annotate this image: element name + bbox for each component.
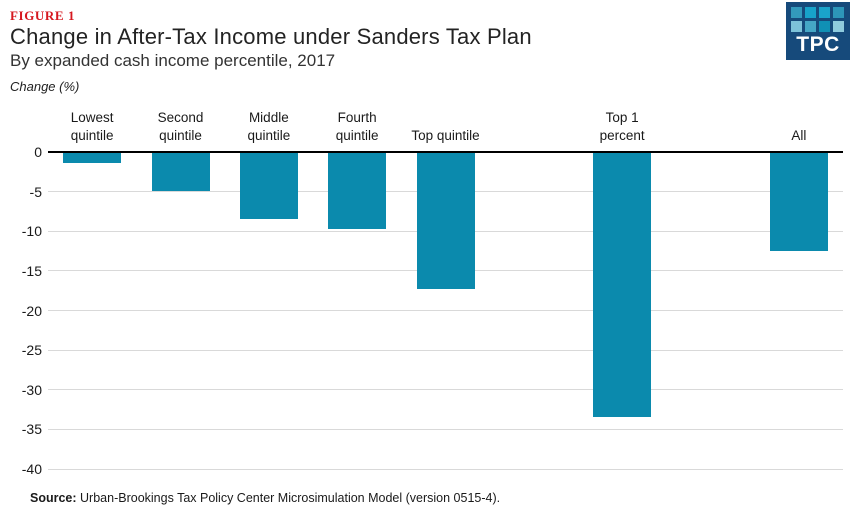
subtitle: By expanded cash income percentile, 2017	[10, 51, 336, 70]
bar-top-quintile	[416, 153, 475, 290]
gridline	[48, 428, 843, 430]
gridline	[48, 468, 843, 470]
bar-fourth-quintile	[328, 153, 387, 229]
category-label: Second quintile	[157, 110, 204, 143]
gridline	[48, 349, 843, 351]
bar-top-1-percent	[593, 153, 652, 418]
source-note: Source: Urban-Brookings Tax Policy Cente…	[30, 491, 500, 505]
y-tick-label: -15	[21, 262, 42, 279]
bar-second-quintile	[151, 153, 210, 191]
page-title: Change in After-Tax Income under Sanders…	[10, 24, 532, 49]
y-tick-label: -20	[21, 302, 42, 319]
category-label: All	[791, 128, 807, 143]
tpc-logo-squares-icon	[791, 7, 844, 32]
bar-lowest-quintile	[63, 153, 122, 164]
category-label: Middle quintile	[247, 110, 291, 143]
figure-label: FIGURE 1	[10, 8, 76, 23]
logo-square	[791, 21, 802, 32]
y-tick-label: -35	[21, 421, 42, 438]
bar-middle-quintile	[239, 153, 298, 220]
logo-square	[791, 7, 802, 18]
y-tick-label: -25	[21, 342, 42, 359]
tpc-logo-text: TPC	[796, 33, 840, 56]
logo-square	[833, 21, 844, 32]
gridline	[48, 389, 843, 391]
source-label: Source:	[30, 491, 77, 505]
logo-square	[805, 7, 816, 18]
zero-axis-line	[48, 151, 843, 153]
y-axis-unit-label: Change (%)	[10, 79, 80, 94]
logo-square	[819, 21, 830, 32]
gridline	[48, 310, 843, 311]
bar-all	[769, 153, 828, 252]
y-tick-label: -5	[29, 183, 42, 200]
category-label: Fourth quintile	[335, 110, 379, 143]
category-label: Top 1 percent	[599, 110, 645, 143]
source-text: Urban-Brookings Tax Policy Center Micros…	[80, 491, 501, 505]
tpc-logo: TPC	[786, 2, 850, 60]
logo-square	[805, 21, 816, 32]
y-tick-label: -10	[21, 223, 42, 240]
logo-square	[833, 7, 844, 18]
y-tick-label: -40	[21, 461, 42, 477]
bar-chart: 0 -5 -10 -15 -20 -25 -30 -35 -40 Lowest quintile Se…	[22, 110, 843, 476]
logo-square	[819, 7, 830, 18]
category-label: Lowest quintile	[70, 110, 114, 143]
y-tick-label: 0	[34, 144, 42, 160]
category-label: Top quintile	[411, 128, 480, 143]
y-tick-label: -30	[21, 381, 42, 398]
